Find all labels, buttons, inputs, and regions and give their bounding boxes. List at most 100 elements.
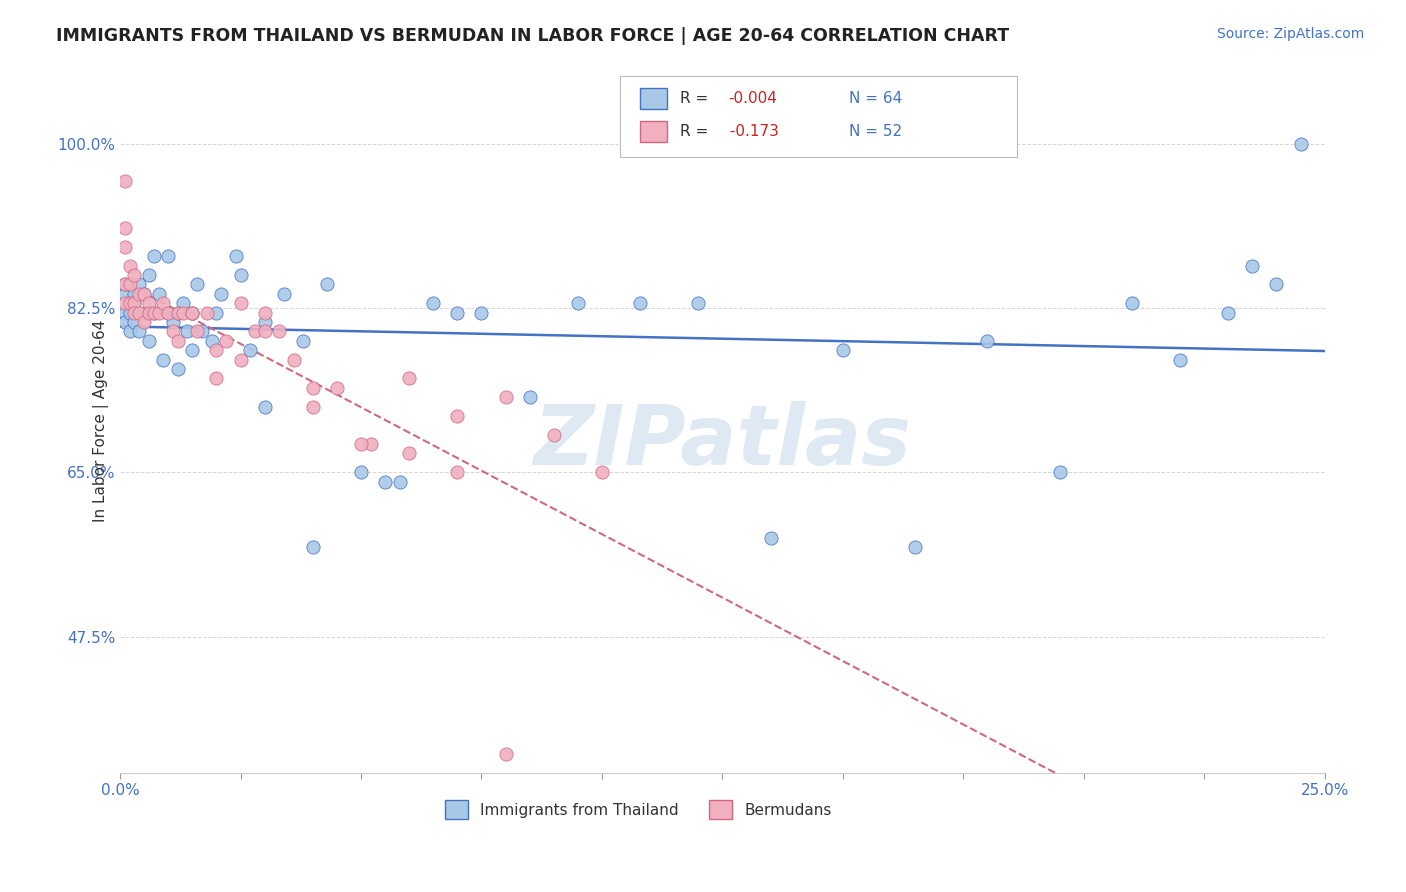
Y-axis label: In Labor Force | Age 20-64: In Labor Force | Age 20-64 [93,319,108,522]
Point [114,277,136,292]
Point [495,390,517,404]
Text: -0.004: -0.004 [728,91,778,105]
Point [759,531,782,545]
Point [124,296,146,310]
Point [904,541,927,555]
Text: N = 52: N = 52 [849,124,901,139]
Point [128,277,150,292]
Point [157,249,180,263]
Point [205,371,228,385]
Point [205,306,228,320]
Point [167,306,190,320]
FancyBboxPatch shape [620,76,1018,157]
Point [253,315,276,329]
Point [253,306,276,320]
Point [591,465,613,479]
Point [124,296,146,310]
Point [114,240,136,254]
Point [519,390,541,404]
Point [976,334,998,348]
Point [118,277,141,292]
Point [167,362,190,376]
Point [422,296,444,310]
Point [398,446,420,460]
Point [301,400,323,414]
Point [688,296,710,310]
Point [142,306,165,320]
Point [134,286,156,301]
Point [138,268,160,282]
Text: Source: ZipAtlas.com: Source: ZipAtlas.com [1216,27,1364,41]
Point [114,306,136,320]
Point [446,409,468,423]
Point [205,343,228,358]
Point [374,475,396,489]
Point [167,334,190,348]
Text: R =: R = [681,124,713,139]
Point [157,306,180,320]
Point [273,286,295,301]
Bar [640,88,666,110]
Text: ZIPatlas: ZIPatlas [533,401,911,483]
Point [398,371,420,385]
Point [446,465,468,479]
Point [186,277,208,292]
Text: IMMIGRANTS FROM THAILAND VS BERMUDAN IN LABOR FORCE | AGE 20-64 CORRELATION CHAR: IMMIGRANTS FROM THAILAND VS BERMUDAN IN … [56,27,1010,45]
Point [114,221,136,235]
Point [181,306,204,320]
Point [128,306,150,320]
Point [495,747,517,761]
Point [1241,259,1264,273]
Point [628,296,651,310]
Point [176,325,198,339]
Point [138,306,160,320]
Point [148,306,170,320]
Point [326,381,349,395]
Point [138,296,160,310]
Point [360,437,382,451]
Point [142,249,165,263]
Point [229,268,252,282]
Point [114,296,136,310]
Point [446,306,468,320]
Point [267,325,290,339]
Point [239,343,262,358]
Text: -0.173: -0.173 [724,124,779,139]
Point [350,465,373,479]
Point [124,315,146,329]
Point [114,277,136,292]
Point [191,325,214,339]
Point [128,286,150,301]
Point [118,296,141,310]
Point [118,306,141,320]
Point [1168,352,1191,367]
Point [114,174,136,188]
Bar [640,121,666,143]
Point [152,296,174,310]
Point [229,296,252,310]
Point [181,306,204,320]
Point [181,306,204,320]
Legend: Immigrants from Thailand, Bermudans: Immigrants from Thailand, Bermudans [439,794,838,825]
Point [172,306,194,320]
Point [172,296,194,310]
Point [209,286,232,301]
Point [253,400,276,414]
Point [301,381,323,395]
Point [301,541,323,555]
Point [470,306,492,320]
Point [128,325,150,339]
Point [181,343,204,358]
Point [388,475,411,489]
Point [229,352,252,367]
Point [167,306,190,320]
Point [1265,277,1288,292]
Point [124,286,146,301]
Point [118,325,141,339]
Point [118,259,141,273]
Point [118,296,141,310]
Text: R =: R = [681,91,713,105]
Point [350,437,373,451]
Point [124,306,146,320]
Point [283,352,305,367]
